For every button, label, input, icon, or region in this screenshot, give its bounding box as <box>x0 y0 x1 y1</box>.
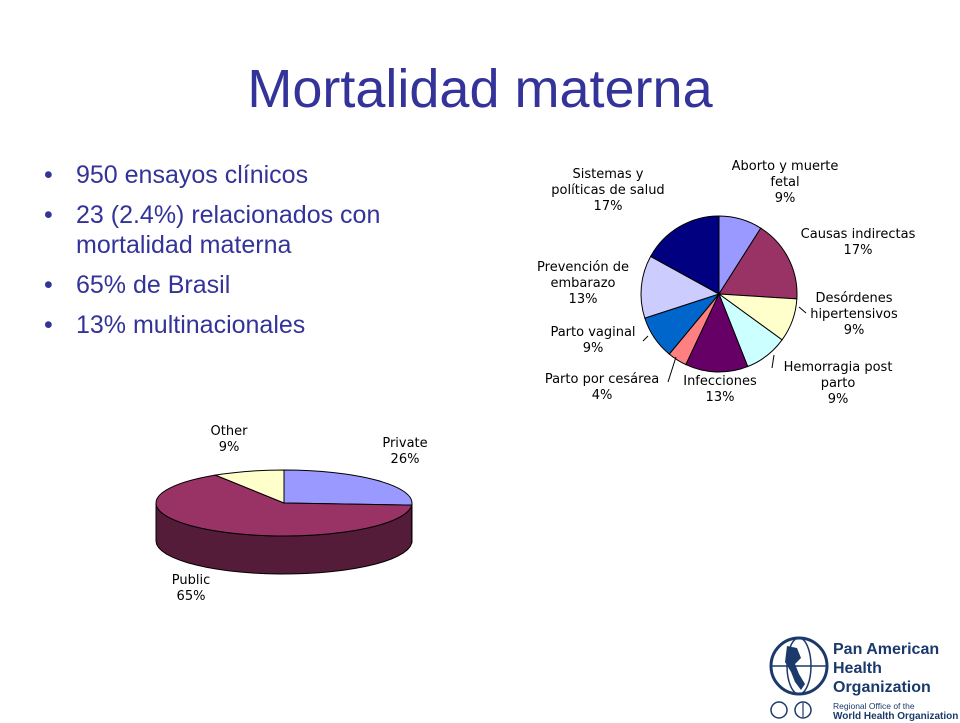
logo-sub2: World Health Organization <box>833 711 958 723</box>
paho-logo-text: Pan American Health Organization Regiona… <box>833 640 958 723</box>
who-emblem-icon <box>771 702 811 718</box>
logo-line2: Health <box>833 659 958 678</box>
logo-line3: Organization <box>833 678 958 697</box>
globe-icon <box>771 638 827 694</box>
pie-slice-private <box>284 470 412 505</box>
logo-line1: Pan American <box>833 640 958 659</box>
logo-sub1: Regional Office of the <box>833 701 958 711</box>
